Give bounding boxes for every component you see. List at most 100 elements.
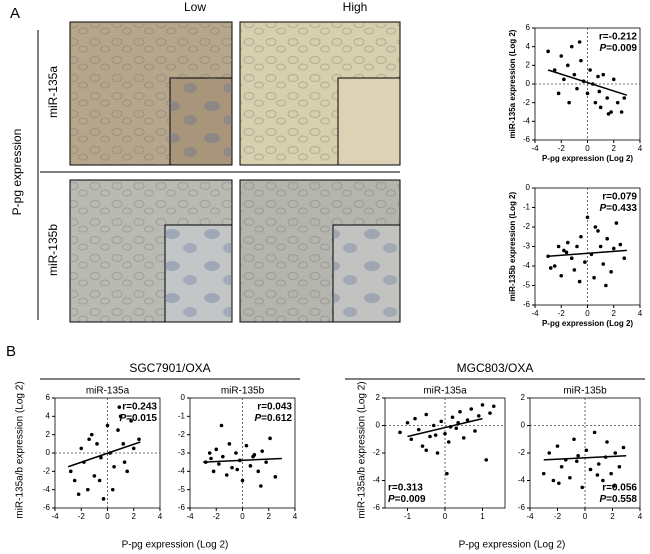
p-value: =0.015 xyxy=(126,413,157,424)
data-point xyxy=(596,74,600,79)
x-tick-label: -2 xyxy=(78,512,86,521)
data-point xyxy=(72,478,77,483)
x-tick-label: -1 xyxy=(404,512,412,521)
p-symbol: P xyxy=(599,43,606,54)
x-tick-label: 0 xyxy=(105,512,110,521)
data-point xyxy=(541,471,546,476)
data-point xyxy=(435,451,440,455)
data-point xyxy=(416,427,421,432)
x-tick-label: 4 xyxy=(638,309,643,318)
data-point xyxy=(446,440,451,444)
stat-p: P=0.009 xyxy=(388,494,426,505)
data-point xyxy=(129,419,133,423)
data-point xyxy=(405,420,410,425)
data-point xyxy=(99,455,103,460)
x-tick-label: 4 xyxy=(638,144,643,153)
data-point xyxy=(622,96,627,100)
data-point xyxy=(443,431,447,436)
data-point xyxy=(214,447,219,452)
fit-line xyxy=(67,441,141,468)
data-point xyxy=(609,270,613,274)
y-tick-label: -2 xyxy=(523,222,531,231)
column-label: High xyxy=(343,0,368,14)
data-point xyxy=(424,448,429,453)
stat-p: P=0.009 xyxy=(599,43,637,54)
y-tick-label: -5 xyxy=(178,485,186,494)
group-title: SGC7901/OXA xyxy=(129,361,210,375)
data-point xyxy=(76,492,81,497)
x-tick-label: -4 xyxy=(531,309,539,318)
data-point xyxy=(585,91,590,96)
data-point xyxy=(121,442,126,446)
data-point xyxy=(450,415,455,420)
data-point xyxy=(110,487,115,492)
data-point xyxy=(611,77,616,82)
data-point xyxy=(547,451,552,455)
p-value: =0.009 xyxy=(395,494,426,505)
y-tick-label: 4 xyxy=(46,411,51,420)
data-point xyxy=(89,432,94,437)
x-tick-label: 0 xyxy=(585,309,590,318)
x-tick-label: 1 xyxy=(480,512,485,521)
data-point xyxy=(235,467,240,472)
data-point xyxy=(268,436,272,441)
data-point xyxy=(593,225,598,229)
data-point xyxy=(256,469,261,474)
data-point xyxy=(609,110,613,114)
data-point xyxy=(569,256,574,261)
x-tick-label: -4 xyxy=(51,512,59,521)
data-point xyxy=(433,433,438,437)
data-point xyxy=(572,72,577,77)
data-point xyxy=(546,254,550,259)
data-point xyxy=(552,264,557,268)
x-axis-label: P-pg expression (Log 2) xyxy=(542,154,633,163)
y-tick-label: -4 xyxy=(523,116,531,125)
data-point xyxy=(465,418,470,422)
data-point xyxy=(548,266,553,270)
y-axis-label: miR-135b expression (Log 2) xyxy=(508,191,517,301)
x-tick-label: -2 xyxy=(558,144,566,153)
plot-title: miR-135b xyxy=(221,386,265,397)
data-point xyxy=(574,459,579,464)
data-point xyxy=(604,283,608,288)
data-point xyxy=(480,403,485,407)
stat-r: r=0.313 xyxy=(388,483,423,494)
micrographs xyxy=(69,21,401,323)
data-point xyxy=(248,464,253,468)
y-tick-label: 2 xyxy=(526,60,531,69)
y-tick-label: -4 xyxy=(518,476,526,485)
x-tick-label: 0 xyxy=(240,512,245,521)
x-axis-label: P-pg expression (Log 2) xyxy=(122,540,229,551)
y-tick-label: 0 xyxy=(46,448,51,457)
x-tick-label: 2 xyxy=(612,309,617,318)
y-tick-label: -6 xyxy=(178,503,186,512)
y-axis-label: miR-135a expression (Log 2) xyxy=(508,29,517,138)
data-point xyxy=(116,428,120,432)
data-point xyxy=(555,444,560,448)
data-point xyxy=(137,437,141,442)
x-axis-label: P-pg expression (Log 2) xyxy=(459,540,566,551)
y-tick-label: -6 xyxy=(518,503,526,512)
data-point xyxy=(617,464,622,469)
y-tick-label: -6 xyxy=(43,503,51,512)
stat-p: P=0.612 xyxy=(254,413,292,424)
y-tick-label: 0 xyxy=(376,421,381,430)
data-point xyxy=(615,100,620,105)
data-point xyxy=(473,429,477,433)
data-point xyxy=(424,412,429,417)
data-point xyxy=(240,478,245,483)
data-point xyxy=(576,453,580,458)
fit-line xyxy=(548,249,627,257)
stat-r: r=0.043 xyxy=(257,402,292,413)
y-tick-label: -2 xyxy=(373,448,381,457)
data-point xyxy=(428,434,432,439)
data-point xyxy=(612,484,616,488)
data-point xyxy=(251,454,255,459)
data-point xyxy=(260,449,264,453)
p-symbol: P xyxy=(388,494,395,505)
data-point xyxy=(577,279,582,284)
data-point xyxy=(68,469,73,474)
p-value: =0.612 xyxy=(261,413,292,424)
data-point xyxy=(605,440,609,444)
